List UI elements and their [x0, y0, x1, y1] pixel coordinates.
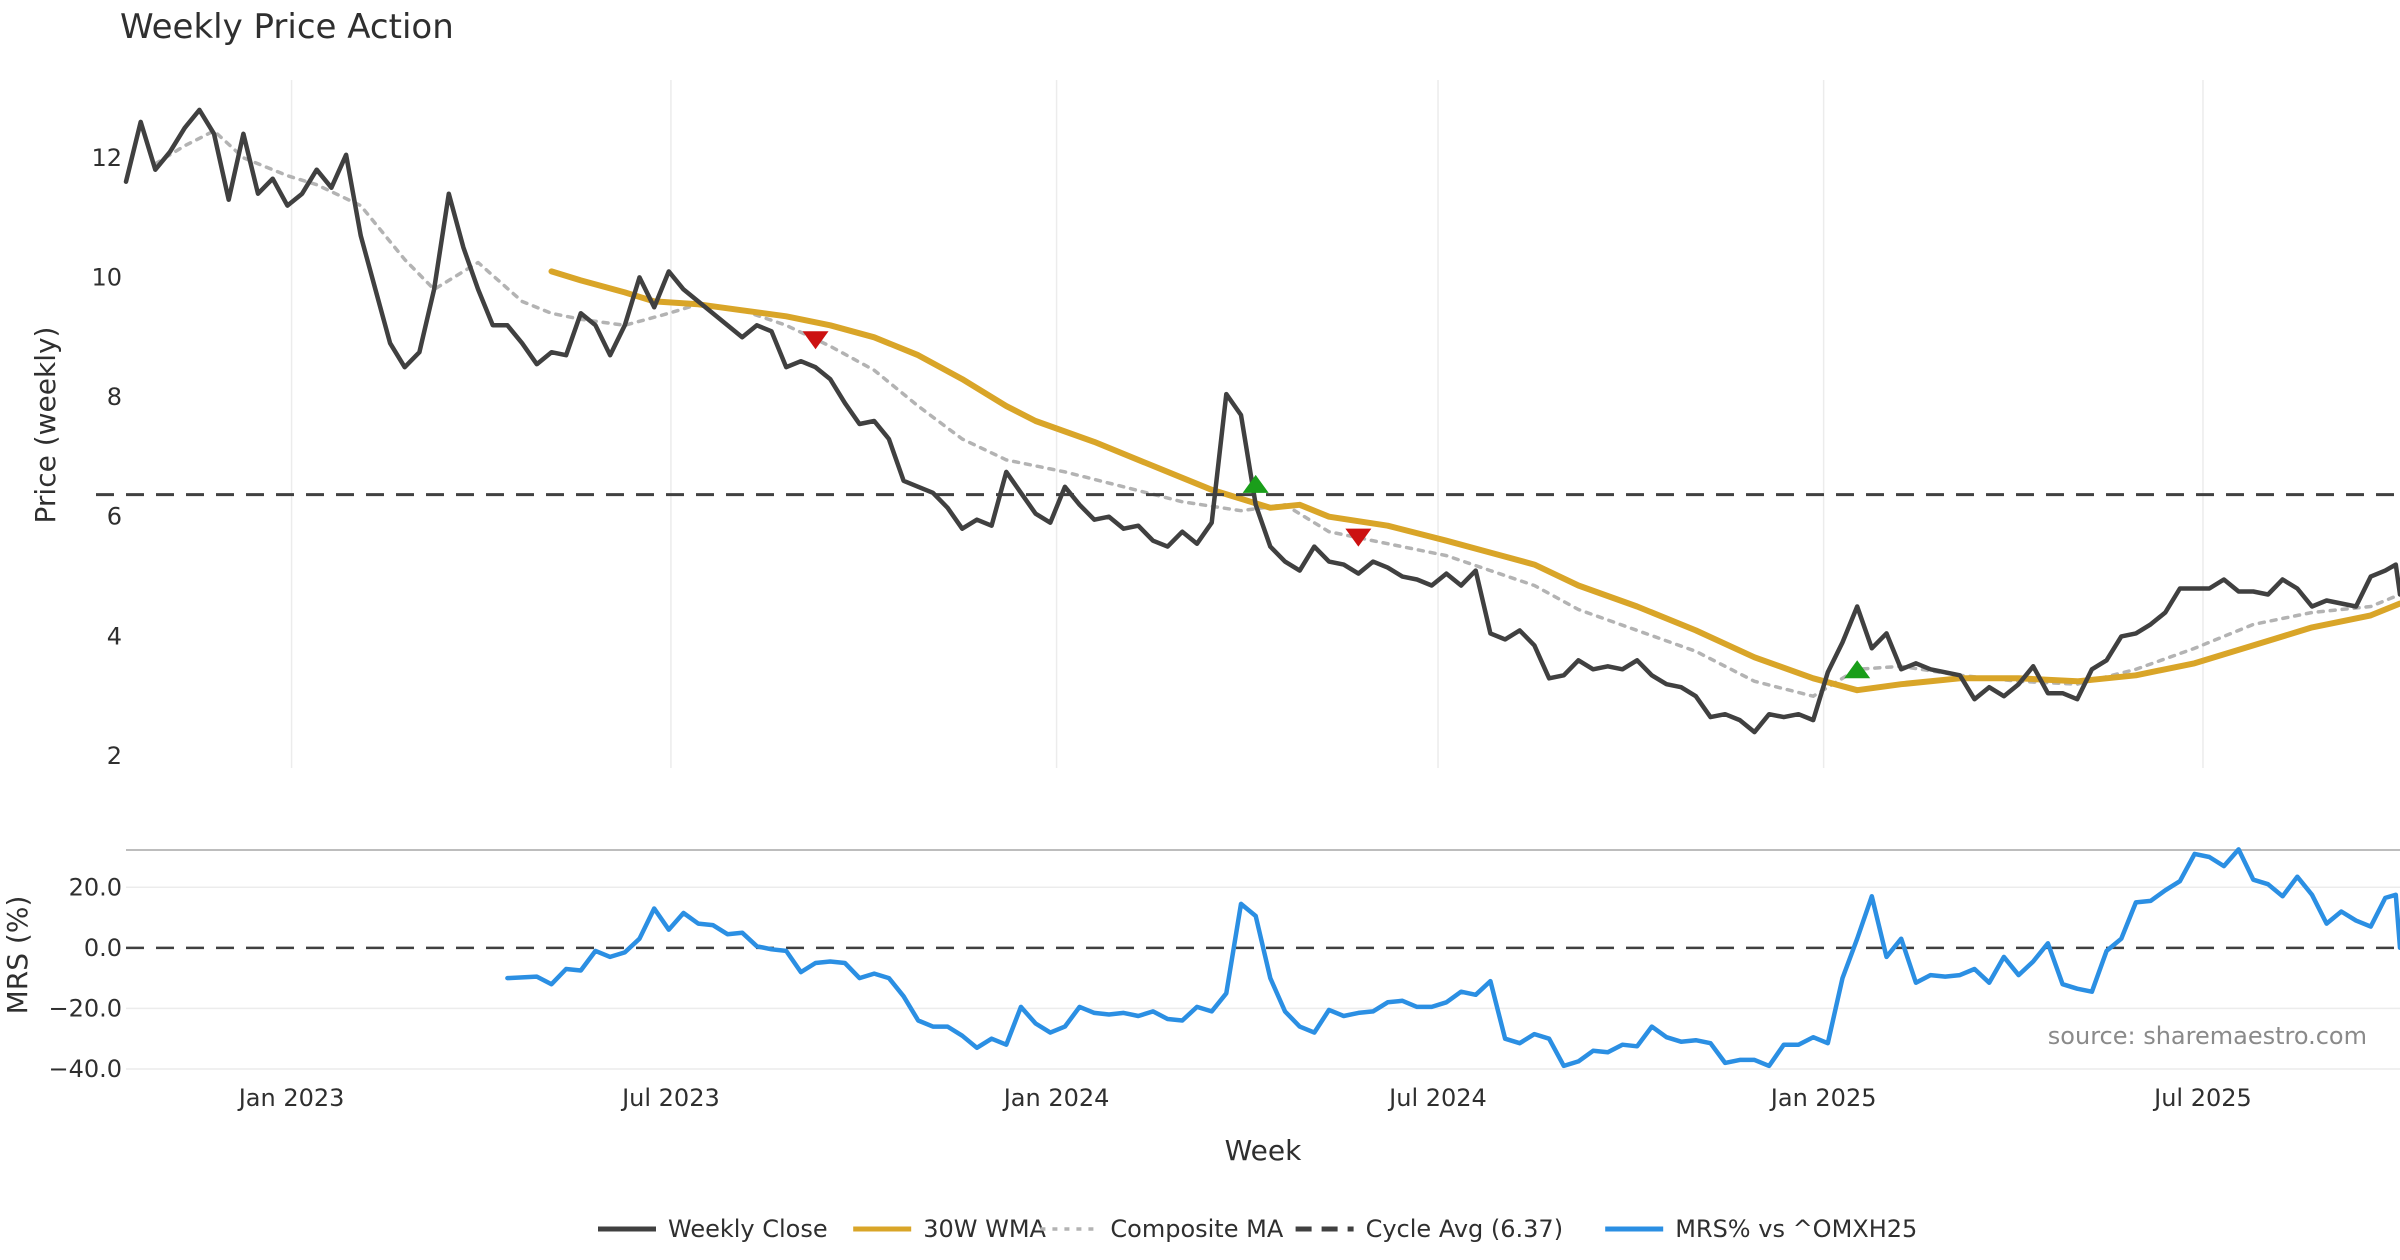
mrs-y-tick-label: 0.0 [84, 934, 122, 962]
series-line-30w-wma [548, 268, 2400, 694]
buy-signal-marker [1242, 474, 1269, 493]
mrs-panel: 20.0 0.0 −20.0 −40.0 MRS (%) source: sharem… [1, 847, 2400, 1083]
mrs-y-tick-label: 20.0 [69, 873, 122, 901]
price-y-tick-label: 2 [107, 742, 122, 770]
legend-label-weekly-close: Weekly Close [668, 1215, 828, 1243]
price-gridlines [290, 80, 2204, 768]
x-axis-title: Week [1225, 1134, 1302, 1167]
x-tick-label: Jul 2023 [620, 1084, 720, 1112]
price-y-tick-label: 6 [107, 503, 122, 531]
mrs-gridlines [126, 886, 2400, 1070]
price-panel: 2 4 6 8 10 12 Price (weekly) [29, 80, 2400, 770]
price-series-lines [96, 107, 2400, 735]
mrs-y-tick-label: −20.0 [48, 994, 122, 1022]
mrs-series-lines [505, 847, 2400, 1069]
mrs-y-tick-label: −40.0 [48, 1055, 122, 1083]
x-tick-label: Jan 2023 [237, 1084, 345, 1112]
source-note: source: sharemaestro.com [2048, 1022, 2367, 1050]
x-tick-labels: Jan 2023 Jul 2023 Jan 2024 Jul 2024 Jan 2025… [237, 1084, 2252, 1112]
buy-signal-marker [1844, 660, 1871, 679]
x-tick-label: Jan 2025 [1769, 1084, 1877, 1112]
signal-markers [802, 331, 1871, 679]
price-y-axis-title: Price (weekly) [29, 327, 62, 524]
chart-title: Weekly Price Action [120, 7, 454, 47]
x-tick-label: Jul 2024 [1387, 1084, 1487, 1112]
x-tick-label: Jan 2024 [1002, 1084, 1110, 1112]
legend-label-mrs-vs-omxh25: MRS% vs ^OMXH25 [1675, 1215, 1917, 1243]
series-line-weekly-close [123, 107, 2400, 735]
legend: Weekly Close 30W WMA Composite MA Cycle Avg… [598, 1215, 1917, 1243]
mrs-y-tick-labels: 20.0 0.0 −20.0 −40.0 [48, 873, 122, 1083]
legend-label-30w-wma: 30W WMA [923, 1215, 1046, 1243]
price-y-tick-label: 8 [107, 383, 122, 411]
price-y-tick-label: 12 [91, 144, 122, 172]
price-y-tick-label: 4 [107, 622, 122, 650]
series-line-composite-ma [153, 129, 2400, 698]
price-y-tick-label: 10 [91, 263, 122, 291]
sell-signal-marker [1345, 528, 1372, 547]
mrs-y-axis-title: MRS (%) [1, 896, 34, 1015]
legend-label-cycle-avg-6-37: Cycle Avg (6.37) [1366, 1215, 1563, 1243]
sell-signal-marker [802, 331, 829, 350]
legend-label-composite-ma: Composite MA [1110, 1215, 1283, 1243]
series-line-mrs-vs-omxh25 [505, 847, 2400, 1069]
price-y-tick-labels: 2 4 6 8 10 12 [91, 144, 122, 770]
x-tick-label: Jul 2025 [2152, 1084, 2252, 1112]
